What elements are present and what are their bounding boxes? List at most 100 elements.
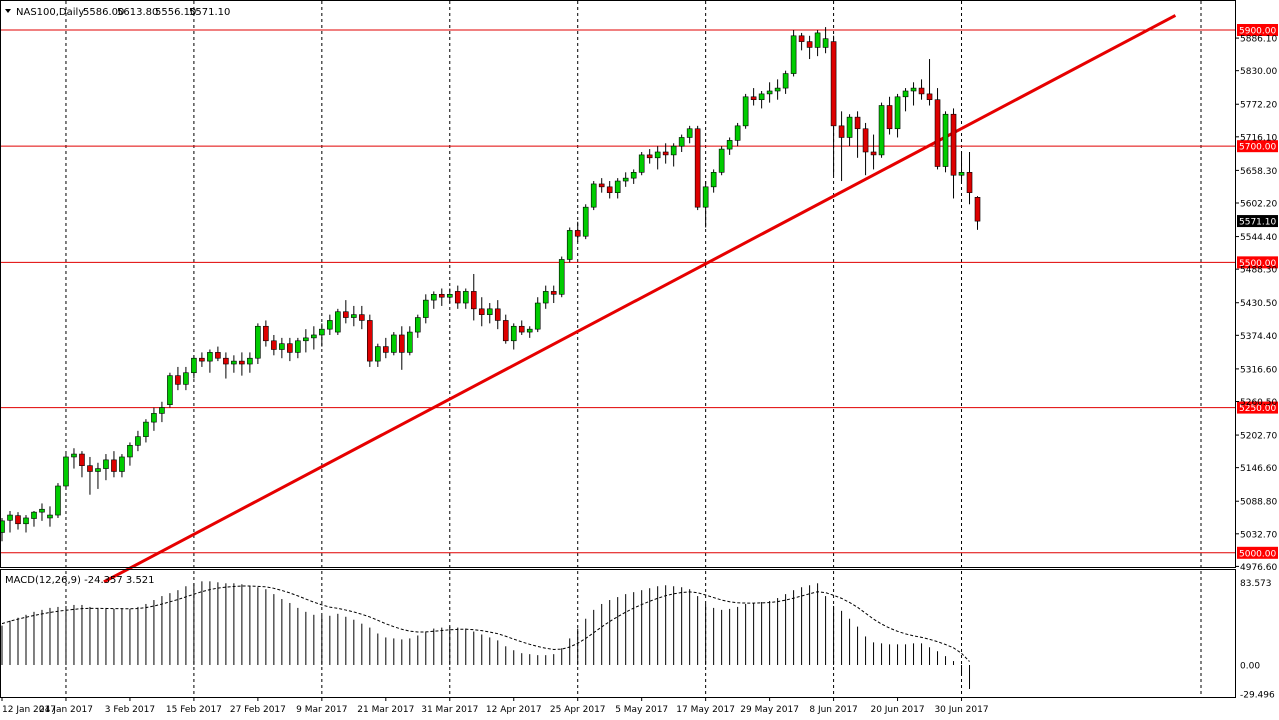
- level-label: 5900.00: [1239, 27, 1276, 37]
- candle-body: [47, 514, 53, 519]
- candle-body: [295, 340, 301, 353]
- candle-body: [534, 302, 541, 330]
- candle-body: [183, 372, 189, 385]
- candle-body: [694, 128, 701, 208]
- candle-body: [670, 145, 677, 156]
- candle-body: [646, 154, 653, 159]
- price-tick-label: 5146.60: [1240, 464, 1277, 474]
- time-tick-label: 25 Apr 2017: [550, 705, 606, 715]
- macd-tick-label: 0.00: [1240, 662, 1260, 672]
- candle-body: [159, 407, 165, 414]
- candle-body: [926, 93, 933, 101]
- candle-body: [854, 116, 861, 130]
- time-tick-label: 27 Feb 2017: [230, 705, 286, 715]
- candle-body: [255, 325, 261, 359]
- trendline-group: [103, 14, 1177, 584]
- price-tick-label: 5430.50: [1240, 299, 1277, 309]
- dropdown-arrow-icon[interactable]: [5, 9, 11, 13]
- candle-body: [598, 183, 605, 188]
- candle-body: [742, 96, 749, 127]
- candle-body: [934, 99, 941, 167]
- candle-body: [303, 337, 309, 342]
- candle-body: [718, 148, 725, 173]
- candle-body: [878, 105, 885, 156]
- candle-body: [502, 320, 509, 342]
- candle-body: [846, 116, 853, 138]
- candle-body: [734, 125, 741, 141]
- ohlc-close: 5571.10: [189, 7, 230, 18]
- candle-body: [606, 186, 613, 193]
- candle-body: [87, 465, 93, 472]
- candle-body: [638, 154, 645, 173]
- candle-body: [319, 328, 325, 336]
- time-tick-label: 17 May 2017: [676, 705, 735, 715]
- candle-body: [630, 172, 637, 179]
- macd-panel: 83.573 0.00 -29.496: [1, 579, 1275, 701]
- candle-body: [830, 41, 837, 127]
- candle-body: [39, 508, 45, 513]
- candle-body: [654, 151, 661, 159]
- macd-panel-border: [0, 569, 1236, 698]
- level-label: 5700.00: [1239, 143, 1276, 153]
- time-tick-label: 5 May 2017: [615, 705, 668, 715]
- candle-body: [758, 93, 765, 101]
- candle-body: [359, 314, 365, 321]
- time-tick-label: 12 Apr 2017: [486, 705, 542, 715]
- candle-body: [454, 291, 461, 304]
- macd-signal-line: [1, 585, 970, 662]
- candle-body: [806, 41, 813, 48]
- candle-body: [974, 196, 981, 222]
- candle-body: [782, 73, 789, 89]
- time-tick-label: 8 Jun 2017: [809, 705, 857, 715]
- candle-body: [215, 352, 221, 359]
- candle-body: [167, 375, 173, 405]
- time-tick-label: 12 Jan 2017: [2, 705, 56, 715]
- macd-tick-label: 83.573: [1240, 579, 1272, 589]
- symbol-label: NAS100,Daily: [16, 7, 84, 18]
- candle-body: [430, 294, 437, 301]
- candle-body: [494, 308, 501, 321]
- candle-body: [614, 180, 621, 193]
- candle-body: [574, 230, 581, 237]
- candle-body: [103, 459, 109, 469]
- candle-body: [23, 517, 29, 525]
- price-tick-label: 5088.80: [1240, 498, 1277, 508]
- candle-body: [814, 32, 821, 48]
- price-tick-label: 5316.60: [1240, 365, 1277, 375]
- candle-body: [119, 456, 125, 472]
- candle-body: [590, 183, 597, 208]
- price-tick-label: 5716.10: [1240, 133, 1277, 143]
- candle-body: [566, 230, 573, 260]
- candle-body: [247, 357, 253, 365]
- macd-label: MACD(12,26,9) -24.357 3.521: [5, 575, 155, 586]
- candle-body: [582, 206, 589, 237]
- time-tick-label: 24 Jan 2017: [39, 705, 93, 715]
- candle-body: [63, 456, 69, 487]
- candle-body: [774, 87, 781, 92]
- price-tick-label: 5658.30: [1240, 167, 1277, 177]
- candles: [0, 27, 981, 542]
- candle-body: [327, 320, 333, 330]
- candle-body: [175, 375, 181, 385]
- candle-body: [95, 468, 101, 472]
- time-tick-label: 30 Jun 2017: [934, 705, 988, 715]
- candle-body: [135, 436, 141, 446]
- candle-body: [662, 151, 669, 156]
- candle-body: [335, 311, 341, 333]
- candle-body: [438, 294, 445, 298]
- candle-body: [406, 331, 413, 353]
- price-levels: 5900.00 5700.00 5500.00 5250.00 5000.00 5571.…: [0, 24, 1278, 559]
- candle-body: [151, 413, 157, 423]
- level-badge: [1237, 401, 1278, 414]
- current-price-badge: [1237, 215, 1278, 228]
- candle-body: [958, 172, 965, 176]
- candle-body: [462, 291, 469, 304]
- level-label: 5000.00: [1239, 549, 1276, 559]
- price-tick-label: 5830.00: [1240, 67, 1277, 77]
- macd-tick-label: -29.496: [1240, 691, 1275, 701]
- time-tick-label: 9 Mar 2017: [296, 705, 347, 715]
- level-badge: [1237, 546, 1278, 559]
- chart-header: NAS100,Daily 5586.00 5613.80 5556.10 557…: [5, 7, 230, 586]
